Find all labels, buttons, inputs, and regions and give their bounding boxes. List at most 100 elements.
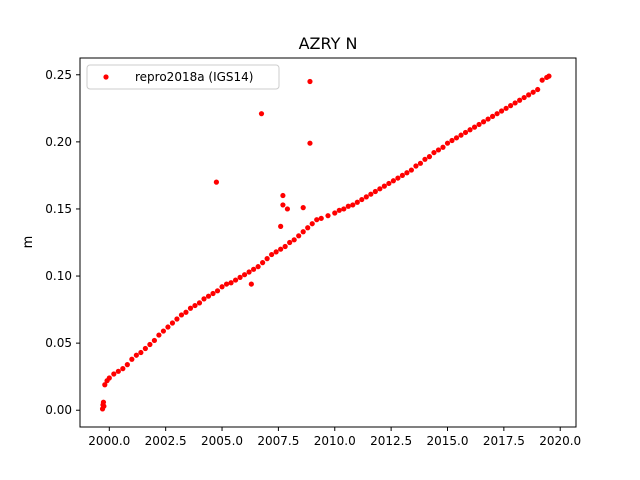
data-point: [499, 108, 505, 114]
data-point: [314, 217, 320, 223]
data-point: [278, 223, 284, 229]
x-tick-label: 2002.5: [145, 434, 187, 448]
data-point: [106, 375, 112, 381]
y-axis: 0.00 0.05 0.10 0.15 0.20 0.25: [45, 68, 80, 417]
data-point: [476, 121, 482, 128]
x-tick-label: 2020.0: [539, 434, 581, 448]
data-point: [101, 403, 107, 409]
data-point: [102, 382, 108, 388]
data-point: [535, 86, 541, 93]
data-point: [291, 237, 297, 243]
x-axis: 2000.0 2002.5 2005.0 2007.5 2010.0 2012.5 2015…: [88, 427, 581, 448]
legend-box: [86, 64, 280, 90]
data-point: [449, 137, 455, 144]
data-point: [296, 233, 302, 239]
data-point: [100, 399, 107, 405]
data-point: [431, 149, 437, 156]
data-point: [345, 203, 351, 209]
data-point: [377, 186, 383, 192]
data-point: [325, 213, 331, 219]
data-point: [264, 256, 270, 262]
data-point: [124, 362, 130, 368]
data-point: [241, 272, 248, 278]
data-point: [187, 305, 194, 311]
data-point: [300, 205, 306, 211]
data-point: [147, 341, 153, 348]
data-point: [280, 192, 286, 199]
data-point: [318, 215, 324, 221]
data-point: [213, 179, 219, 185]
data-point: [521, 94, 527, 101]
data-point: [458, 132, 464, 138]
y-tick-label: 0.15: [45, 202, 72, 216]
data-point: [372, 188, 378, 195]
data-point: [183, 309, 189, 315]
data-point: [305, 225, 311, 231]
data-point: [260, 260, 266, 266]
data-point: [381, 183, 387, 189]
x-tick-label: 2012.5: [370, 434, 412, 448]
data-point: [165, 324, 171, 330]
data-point: [489, 113, 496, 119]
data-point: [282, 243, 288, 250]
data-point: [142, 345, 148, 352]
data-point: [435, 147, 442, 153]
plot-area: [79, 57, 577, 428]
data-point: [246, 269, 252, 275]
data-point: [526, 92, 532, 98]
data-point: [422, 156, 428, 162]
data-point: [287, 239, 293, 246]
data-point: [228, 280, 234, 286]
data-point: [151, 337, 157, 344]
data-point: [214, 288, 221, 294]
data-point: [368, 191, 374, 197]
data-point: [341, 206, 347, 212]
data-point: [363, 194, 369, 200]
data-point: [178, 312, 185, 318]
data-point: [530, 89, 536, 95]
data-point: [503, 105, 509, 111]
x-tick-label: 2015.0: [426, 434, 468, 448]
chart-title: AZRY N: [299, 34, 358, 53]
x-tick-label: 2007.5: [257, 434, 299, 448]
data-point: [332, 210, 338, 216]
data-point: [269, 251, 275, 258]
data-point: [546, 73, 552, 79]
data-point: [111, 371, 117, 377]
legend-label: repro2018a (IGS14): [135, 70, 253, 84]
y-tick-label: 0.10: [45, 269, 72, 283]
data-point: [453, 135, 460, 141]
data-point: [192, 302, 198, 309]
data-point: [255, 264, 261, 270]
data-point: [471, 124, 478, 130]
y-tick-label: 0.20: [45, 135, 72, 149]
data-point: [426, 154, 433, 160]
data-point: [210, 290, 216, 297]
data-point: [485, 116, 491, 122]
data-point: [120, 366, 126, 372]
data-point: [336, 207, 342, 213]
data-point: [129, 356, 135, 362]
data-point: [251, 266, 257, 272]
data-point: [138, 349, 144, 356]
data-point: [408, 167, 415, 173]
data-point: [133, 352, 139, 358]
data-point: [440, 144, 446, 150]
y-axis-label: m: [21, 236, 36, 249]
data-point: [174, 316, 180, 322]
data-point: [309, 221, 315, 227]
data-point: [160, 328, 167, 334]
data-point: [350, 202, 356, 208]
data-point: [205, 293, 212, 299]
data-point: [232, 277, 239, 283]
data-point: [307, 140, 313, 146]
data-point: [280, 202, 286, 208]
data-point: [223, 281, 230, 287]
points-layer: [99, 73, 552, 412]
data-point: [480, 119, 487, 125]
x-tick-label: 2000.0: [88, 434, 130, 448]
data-point: [278, 246, 284, 252]
data-point: [284, 206, 291, 212]
data-point: [512, 100, 518, 106]
